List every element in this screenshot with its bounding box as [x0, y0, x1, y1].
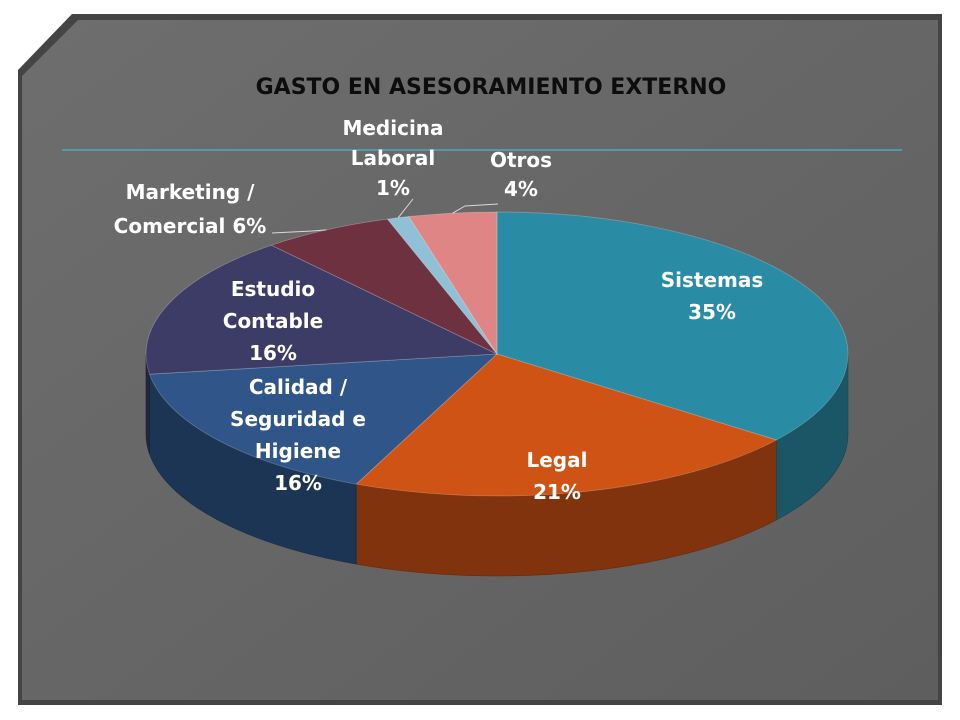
leader-line-otros	[452, 203, 499, 214]
data-label-medicina-laboral: Medicina Laboral 1%	[342, 116, 443, 200]
data-label-medicina-laboral-line: 1%	[376, 176, 410, 200]
data-label-marketing-comercial-line: Comercial 6%	[114, 214, 267, 238]
data-label-legal: Legal 21%	[527, 448, 588, 504]
data-label-estudio-contable: Estudio Contable 16%	[223, 277, 323, 365]
leader-line-marketing-comercial	[271, 229, 327, 234]
data-label-calidad-seguridad-higiene-line: Calidad /	[249, 375, 348, 399]
data-label-marketing-comercial-line: Marketing /	[126, 180, 256, 204]
data-label-estudio-contable-line: 16%	[249, 341, 297, 365]
pie-slice-marketing-comercial	[270, 218, 498, 355]
data-label-marketing-comercial: Marketing / Comercial 6%	[114, 180, 267, 238]
data-labels: Sistemas 35% Legal 21% Calidad / Seguridad e H…	[114, 116, 764, 504]
pie-slices	[145, 211, 849, 497]
data-label-medicina-laboral-line: Laboral	[351, 146, 436, 170]
data-label-sistemas-line: 35%	[688, 300, 736, 324]
data-label-calidad-seguridad-higiene-line: Seguridad e	[230, 407, 366, 431]
data-label-estudio-contable-line: Estudio	[231, 277, 315, 301]
pie-slice-calidad-seguridad-higiene	[149, 353, 499, 485]
pie-slice-medicina-laboral	[386, 216, 498, 355]
data-label-otros-line: Otros	[490, 148, 552, 172]
data-label-calidad-seguridad-higiene: Calidad / Seguridad e Higiene 16%	[230, 375, 366, 495]
pie-slice-sistemas	[496, 211, 849, 441]
leader-lines	[271, 198, 499, 234]
data-label-medicina-laboral-line: Medicina	[342, 116, 443, 140]
data-label-sistemas-line: Sistemas	[661, 268, 764, 292]
pie-slice-estudio-contable	[145, 244, 499, 375]
pie-slice-legal	[355, 353, 778, 497]
data-label-estudio-contable-line: Contable	[223, 309, 323, 333]
chart-title: GASTO EN ASESORAMIENTO EXTERNO	[256, 75, 727, 100]
data-label-calidad-seguridad-higiene-line: 16%	[274, 471, 322, 495]
data-label-legal-line: 21%	[533, 480, 581, 504]
leader-line-medicina-laboral	[397, 198, 414, 219]
data-label-otros: Otros 4%	[490, 148, 552, 201]
data-label-otros-line: 4%	[504, 177, 538, 201]
data-label-calidad-seguridad-higiene-line: Higiene	[255, 439, 341, 463]
data-label-sistemas: Sistemas 35%	[661, 268, 764, 324]
data-label-legal-line: Legal	[527, 448, 588, 472]
